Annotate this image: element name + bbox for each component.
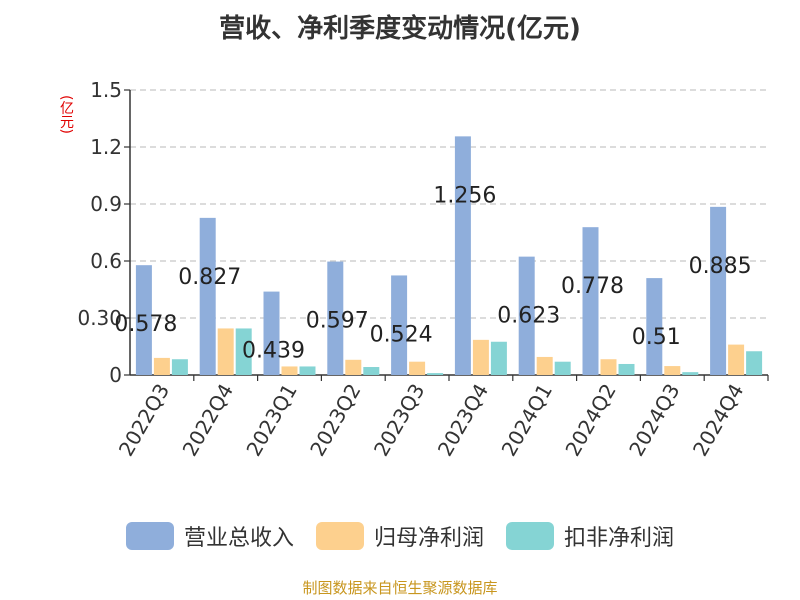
bar-3-2023Q2 [363, 367, 380, 375]
data-label: 0.623 [497, 304, 560, 329]
bar-3-2023Q3 [427, 373, 444, 375]
y-axis-label: (亿元) [58, 95, 74, 134]
bar-1-2024Q1 [518, 256, 535, 375]
bar-3-2023Q1 [299, 366, 316, 375]
bar-1-2023Q4 [454, 136, 471, 375]
legend-label: 扣非净利润 [564, 526, 675, 551]
legend-swatch [125, 522, 174, 550]
legend-swatch [315, 522, 364, 550]
bar-3-2024Q4 [746, 351, 763, 375]
legend-item-3[interactable]: 扣非净利润 [506, 520, 674, 552]
legend-label: 营业总收入 [183, 526, 294, 551]
bar-2-2024Q1 [536, 356, 553, 375]
bar-1-2023Q2 [327, 261, 344, 375]
data-label: 1.256 [433, 183, 496, 208]
bar-2-2024Q4 [728, 344, 745, 375]
bar-2-2023Q3 [409, 361, 426, 375]
bar-2-2024Q3 [664, 366, 681, 375]
bar-2-2023Q4 [472, 339, 489, 375]
legend-item-1[interactable]: 营业总收入 [125, 520, 294, 552]
x-tick-label: 2024Q2 [560, 380, 620, 461]
bar-2-2022Q3 [153, 357, 170, 375]
y-tick-label: 0.9 [90, 192, 122, 216]
bar-3-2024Q1 [554, 361, 571, 375]
bar-1-2024Q2 [582, 227, 599, 375]
data-label: 0.597 [306, 309, 369, 334]
x-tick-label: 2023Q3 [369, 380, 429, 461]
y-tick-label: 1.2 [90, 135, 122, 159]
y-tick-label: 0.6 [90, 249, 122, 273]
x-tick-label: 2024Q4 [688, 380, 748, 461]
data-label: 0.885 [689, 254, 752, 279]
legend-label: 归母净利润 [373, 526, 484, 551]
x-tick-label: 2024Q1 [497, 380, 557, 461]
y-tick-label: 0.30 [77, 306, 122, 330]
bar-3-2022Q4 [235, 328, 252, 375]
y-tick-label: 1.5 [90, 78, 122, 102]
bar-1-2022Q4 [199, 217, 216, 375]
x-tick-label: 2023Q4 [433, 380, 493, 461]
bar-3-2024Q3 [682, 372, 699, 375]
legend-swatch [506, 522, 554, 550]
bar-2-2023Q2 [345, 359, 362, 375]
x-tick-label: 2023Q1 [241, 380, 301, 461]
bar-1-2024Q4 [710, 206, 727, 375]
bar-3-2023Q4 [490, 341, 507, 375]
bar-1-2024Q3 [646, 278, 663, 375]
bar-3-2024Q2 [618, 363, 635, 375]
x-tick-label: 2022Q3 [114, 380, 174, 461]
source-note: 制图数据来自恒生聚源数据库 [302, 579, 498, 597]
data-label: 0.578 [114, 312, 177, 337]
x-tick-label: 2024Q3 [624, 380, 684, 461]
y-tick-label: 0 [109, 363, 122, 387]
bar-1-2022Q3 [135, 265, 152, 375]
bar-1-2023Q1 [263, 291, 280, 375]
data-label: 0.827 [178, 265, 241, 290]
bar-2-2024Q2 [600, 359, 617, 375]
bar-2-2022Q4 [217, 328, 234, 375]
data-label: 0.524 [370, 322, 433, 347]
chart-title: 营收、净利季度变动情况(亿元) [219, 14, 581, 44]
legend: 营业总收入 归母净利润 扣非净利润 [0, 518, 800, 554]
data-label: 0.439 [242, 339, 305, 364]
data-label: 0.51 [632, 325, 681, 350]
legend-item-2[interactable]: 归母净利润 [315, 520, 484, 552]
data-label: 0.778 [561, 274, 624, 299]
bar-1-2023Q3 [391, 275, 408, 375]
bar-2-2023Q1 [281, 366, 298, 375]
x-tick-label: 2022Q4 [178, 380, 238, 461]
x-tick-label: 2023Q2 [305, 380, 365, 461]
bar-3-2022Q3 [171, 359, 188, 375]
